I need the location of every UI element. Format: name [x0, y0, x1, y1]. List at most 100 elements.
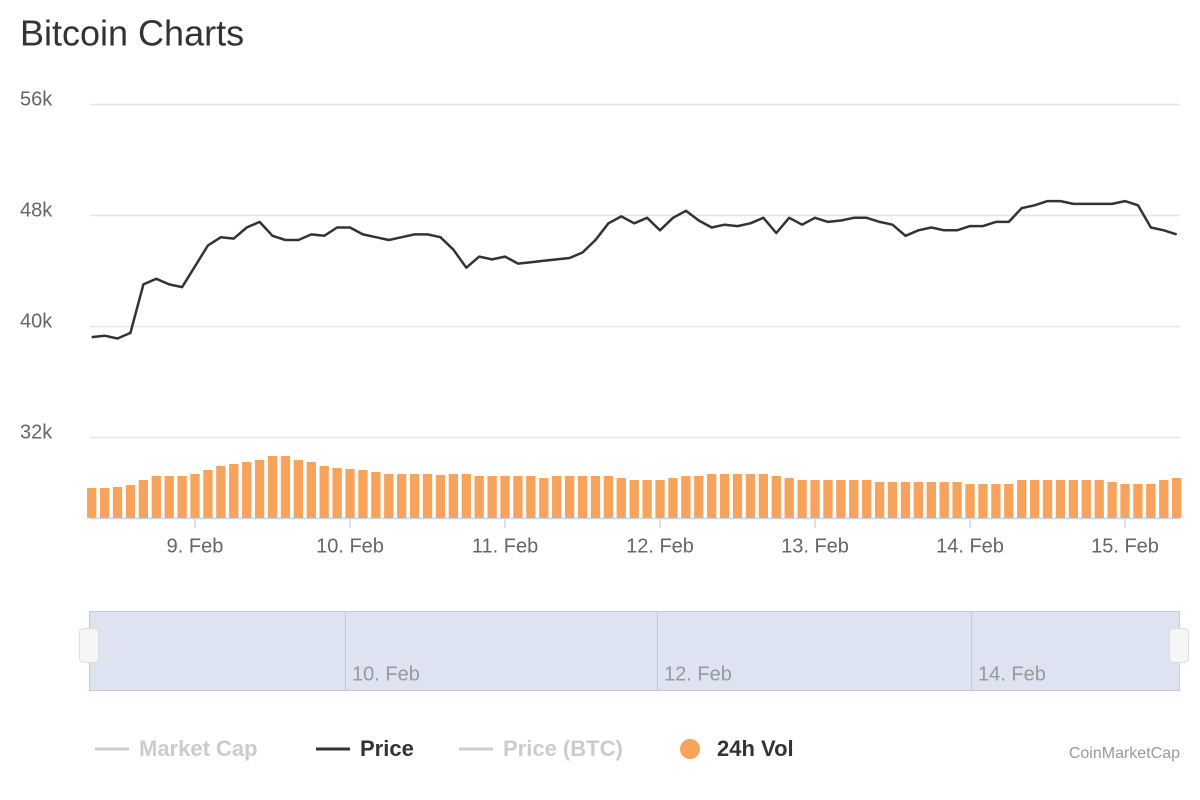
volume-bar — [254, 460, 265, 518]
volume-bar — [500, 476, 510, 518]
volume-bar — [474, 476, 484, 518]
legend-symbol — [680, 739, 700, 759]
navigator-handle[interactable] — [1169, 628, 1189, 663]
volume-bar — [745, 474, 756, 518]
volume-bar — [1068, 480, 1079, 518]
volume-bar — [939, 482, 949, 518]
volume-bar — [87, 488, 97, 518]
volume-bar — [874, 482, 885, 518]
volume-bar — [242, 462, 252, 518]
volume-bar — [409, 474, 420, 518]
volume-bar — [513, 476, 523, 518]
volume-bar — [345, 469, 355, 518]
volume-bar — [564, 476, 575, 518]
volume-bar — [681, 476, 691, 518]
volume-bar — [216, 466, 226, 518]
volume-bar — [1029, 480, 1040, 518]
y-tick-label: 56k — [20, 88, 53, 110]
volume-bar — [926, 482, 936, 518]
credits[interactable]: CoinMarketCap — [1069, 745, 1180, 762]
navigator[interactable] — [89, 611, 1180, 691]
legend-item[interactable]: Market Cap — [139, 736, 258, 761]
volume-bar — [1017, 480, 1027, 518]
volume-bar — [1042, 480, 1053, 518]
volume-bar — [435, 475, 446, 518]
volume-bar — [319, 466, 329, 518]
volume-bar — [900, 482, 911, 518]
x-tick-label: 9. Feb — [167, 535, 224, 557]
volume-bar — [164, 476, 174, 518]
volume-bar — [603, 476, 614, 518]
volume-bar — [112, 487, 123, 518]
volume-bar — [732, 474, 743, 518]
volume-bar — [1004, 484, 1014, 518]
volume-bar — [797, 480, 807, 518]
volume-bar — [655, 480, 665, 518]
price-line — [91, 199, 1178, 340]
volume-bar — [1107, 482, 1117, 518]
volume-bar — [177, 476, 187, 518]
volume-bar — [487, 476, 497, 518]
volume-bar — [526, 476, 536, 518]
volume-bar — [1133, 484, 1143, 518]
volume-bar — [616, 478, 626, 518]
volume-bar — [913, 482, 924, 518]
volume-bar — [849, 480, 859, 518]
volume-bar — [552, 476, 562, 518]
volume-bar — [99, 488, 110, 518]
volume-bar — [1094, 480, 1104, 518]
legend-item[interactable]: Price (BTC) — [503, 736, 623, 761]
x-tick-label: 12. Feb — [626, 535, 694, 557]
volume-bar — [952, 482, 962, 518]
volume-bar — [125, 485, 136, 518]
volume-bar — [229, 464, 239, 518]
volume-bar — [965, 484, 975, 518]
navigator-label: 10. Feb — [352, 663, 420, 685]
x-tick-label: 10. Feb — [316, 535, 384, 557]
volume-bar — [590, 476, 601, 518]
volume-bar — [887, 482, 898, 518]
volume-bar — [1055, 480, 1066, 518]
y-tick-label: 40k — [20, 310, 53, 332]
x-tick-label: 14. Feb — [936, 535, 1004, 557]
volume-bar — [629, 480, 639, 518]
volume-bar — [810, 480, 820, 518]
volume-bar — [448, 474, 459, 518]
volume-bar — [293, 460, 304, 518]
volume-bar — [539, 478, 549, 518]
volume-bar — [422, 474, 433, 518]
volume-bar — [1159, 480, 1169, 518]
volume-bar — [151, 476, 161, 518]
volume-bar — [461, 474, 471, 518]
volume-bar — [138, 480, 149, 518]
volume-bar — [771, 476, 781, 518]
navigator-handle[interactable] — [79, 628, 99, 663]
x-tick-label: 15. Feb — [1091, 535, 1159, 557]
volume-bar — [978, 484, 988, 518]
volume-bar — [707, 474, 717, 518]
volume-bar — [823, 480, 833, 518]
volume-bar — [397, 474, 407, 518]
volume-bar — [267, 456, 278, 518]
volume-bar — [190, 474, 200, 518]
legend-item[interactable]: 24h Vol — [717, 736, 794, 761]
volume-bar — [991, 484, 1001, 518]
volume-bar — [371, 472, 381, 518]
y-tick-label: 48k — [20, 199, 53, 221]
volume-bar — [1146, 484, 1156, 518]
volume-bar — [668, 478, 678, 518]
volume-bar — [577, 476, 588, 518]
x-tick-label: 11. Feb — [472, 535, 538, 557]
volume-bar — [306, 462, 316, 518]
volume-bar — [358, 470, 368, 518]
volume-bar — [280, 456, 291, 518]
legend-item[interactable]: Price — [360, 736, 414, 761]
volume-bar — [1081, 480, 1091, 518]
navigator-label: 14. Feb — [978, 663, 1046, 685]
volume-bar — [332, 468, 342, 518]
chart-title: Bitcoin Charts — [20, 13, 244, 54]
volume-bar — [784, 478, 794, 518]
volume-bar — [203, 470, 213, 518]
volume-bar — [694, 476, 704, 518]
